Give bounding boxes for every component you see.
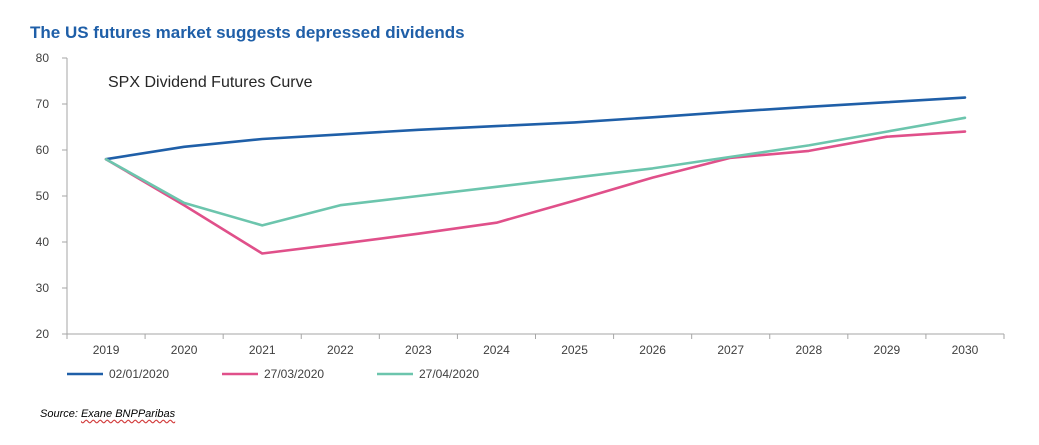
y-tick-label: 70 [36, 97, 50, 111]
x-tick-label: 2026 [639, 343, 666, 357]
series-lines [104, 96, 967, 255]
x-tick-label: 2025 [561, 343, 588, 357]
x-tick-label: 2028 [795, 343, 822, 357]
legend-label: 27/04/2020 [419, 367, 479, 381]
y-tick-label: 80 [36, 51, 50, 65]
legend-label: 27/03/2020 [264, 367, 324, 381]
source-name: Exane BNPParibas [80, 408, 176, 420]
x-tick-label: 2024 [483, 343, 510, 357]
x-tick-label: 2020 [171, 343, 198, 357]
y-tick-label: 40 [36, 235, 50, 249]
y-tick-label: 20 [36, 327, 50, 341]
x-tick-label: 2021 [249, 343, 276, 357]
page-title: The US futures market suggests depressed… [30, 23, 465, 42]
y-tick-label: 50 [36, 189, 50, 203]
legend-label: 02/01/2020 [109, 367, 169, 381]
y-tick-label: 60 [36, 143, 50, 157]
x-tick-label: 2030 [952, 343, 979, 357]
x-tick-label: 2023 [405, 343, 432, 357]
x-tick-label: 2022 [327, 343, 354, 357]
chart-legend: 02/01/2020 27/03/2020 27/04/2020 [67, 367, 479, 381]
y-tick-label: 30 [36, 281, 50, 295]
series-line [104, 96, 967, 161]
source-note: Source: Exane BNPParibas [40, 408, 175, 420]
series-line [104, 130, 967, 255]
x-tick-label: 2029 [874, 343, 901, 357]
x-tick-label: 2019 [93, 343, 120, 357]
x-tick-label: 2027 [717, 343, 744, 357]
chart-title: SPX Dividend Futures Curve [108, 74, 313, 91]
series-line [104, 116, 967, 227]
source-prefix: Source: [40, 408, 81, 420]
